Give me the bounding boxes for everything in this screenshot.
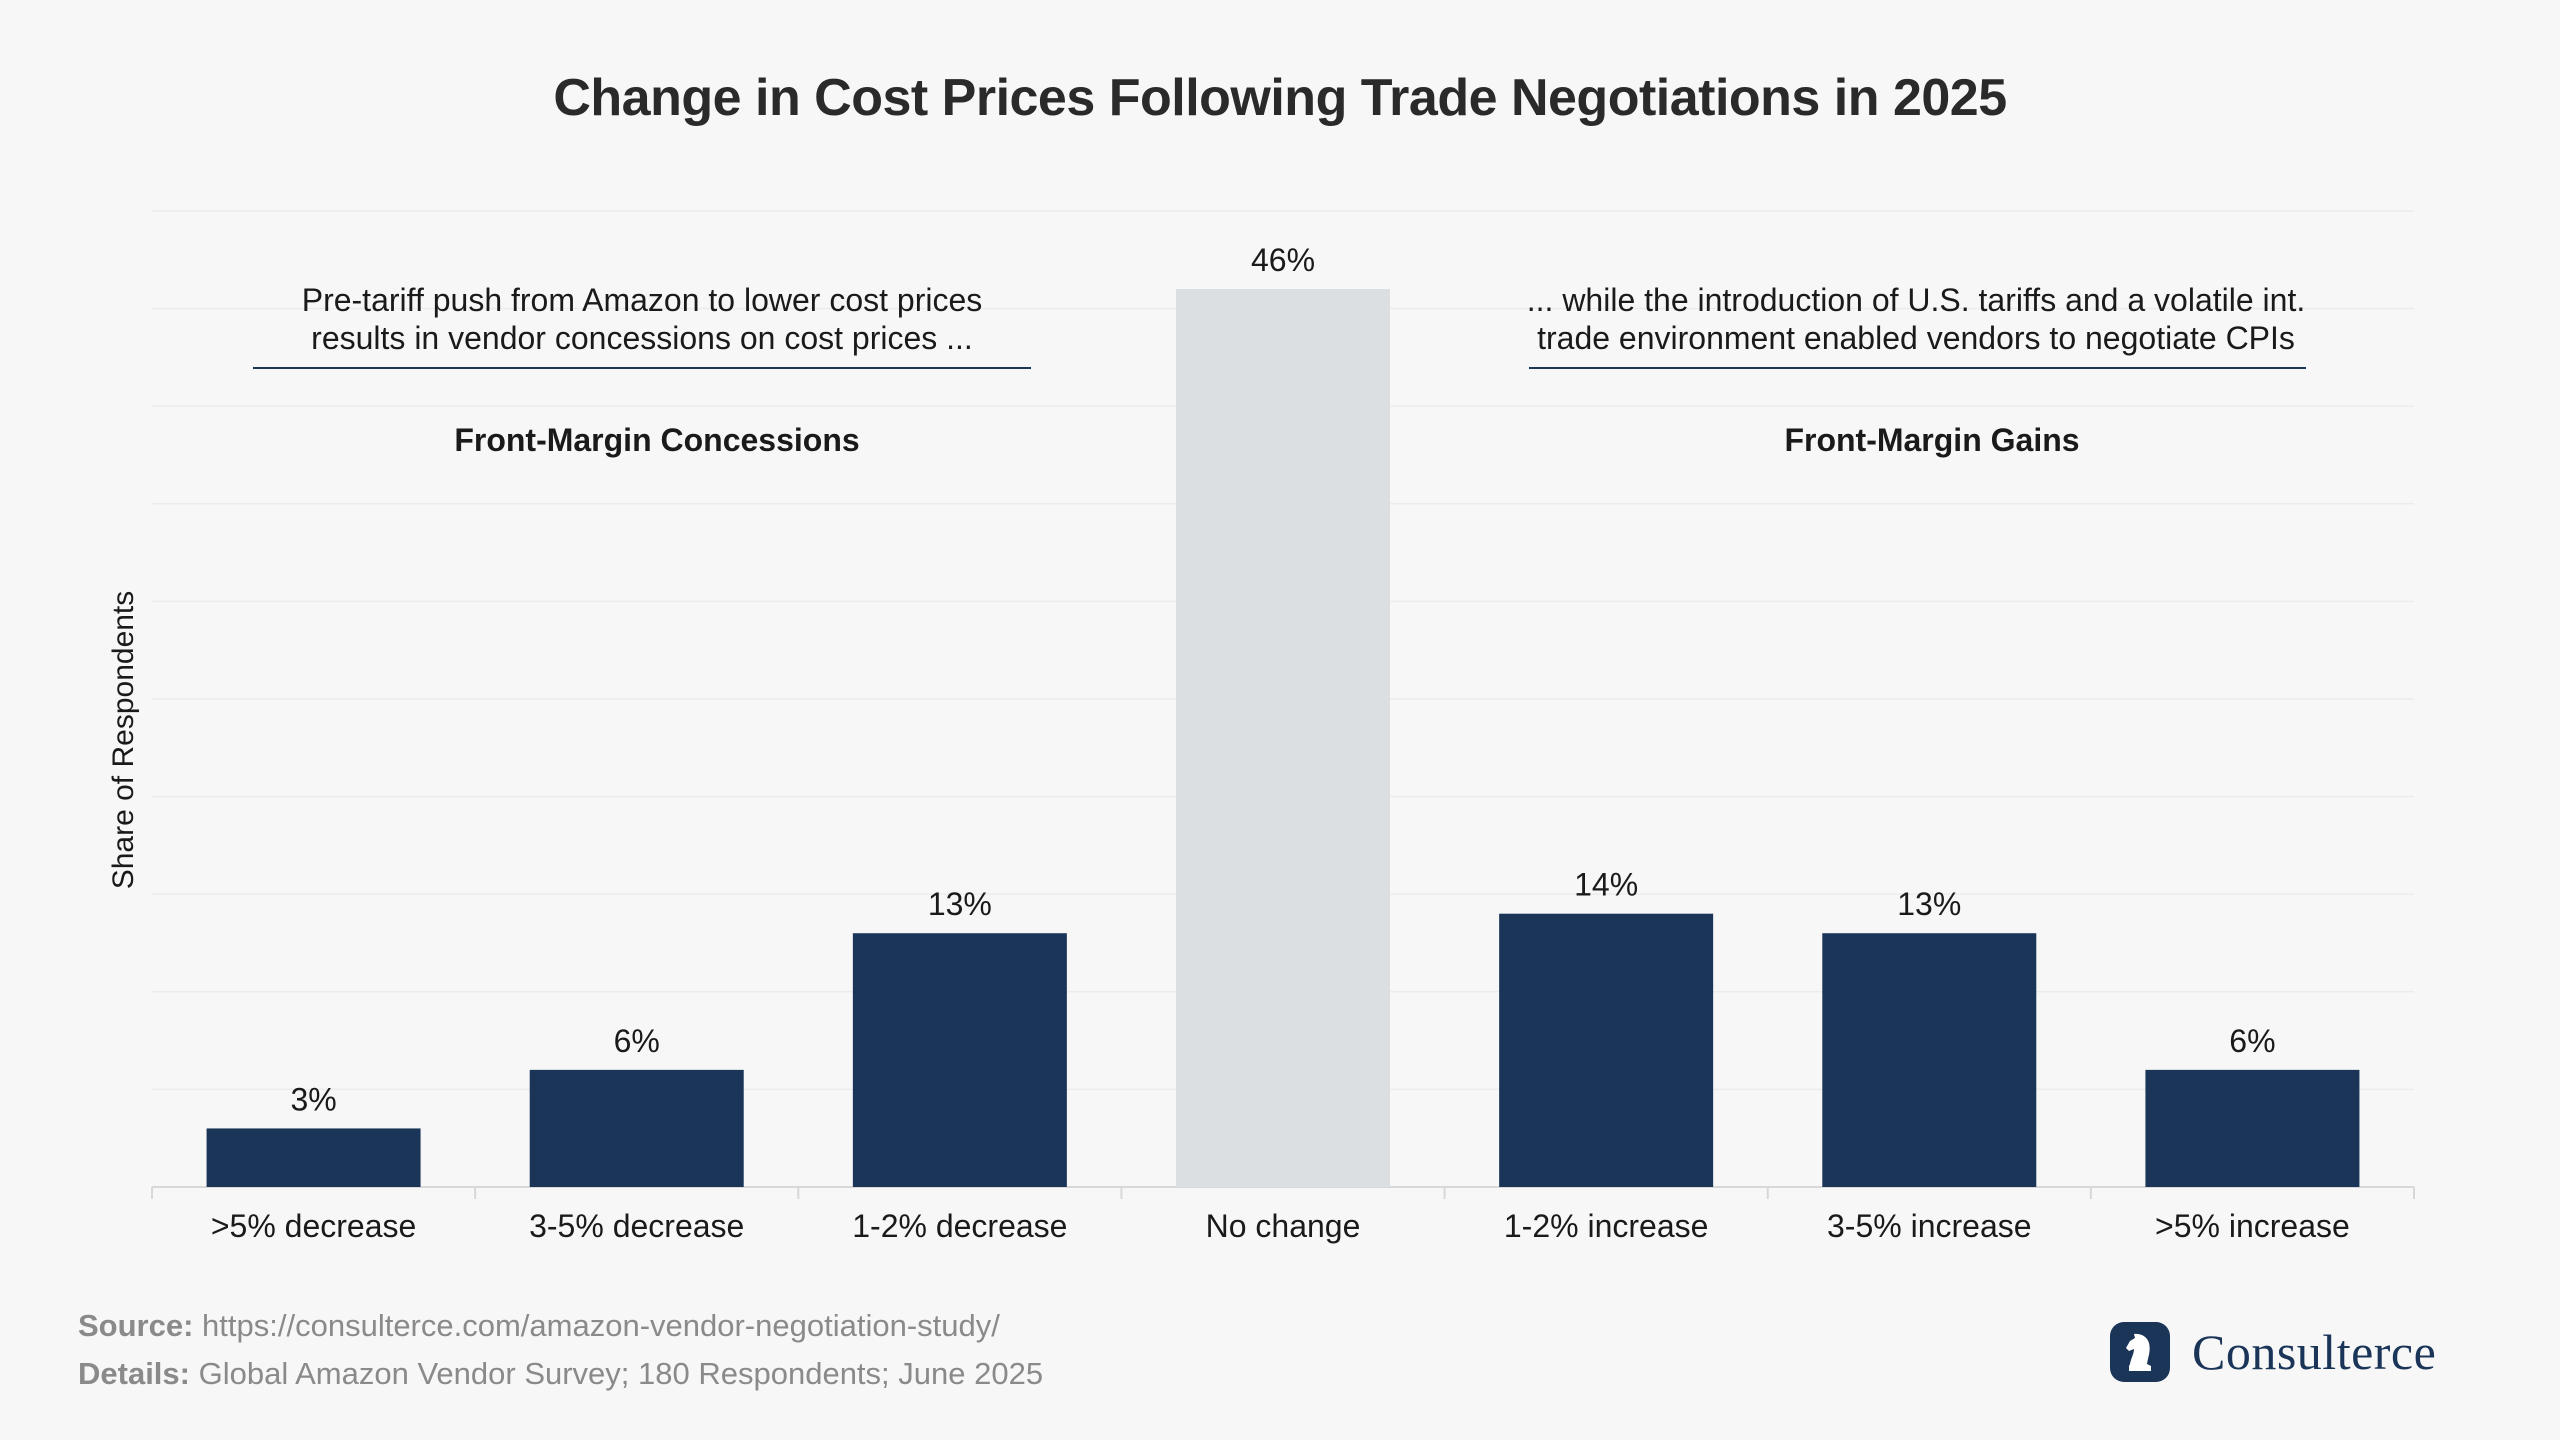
group-label: Front-Margin Gains	[1784, 422, 2079, 458]
bar	[206, 1128, 421, 1187]
bar	[529, 1069, 744, 1187]
group-label: Front-Margin Concessions	[454, 422, 859, 458]
data-label: 13%	[928, 886, 992, 922]
x-tick-label: >5% increase	[2155, 1208, 2350, 1244]
data-label: 6%	[2229, 1023, 2275, 1059]
bar	[1176, 289, 1390, 1187]
details-label: Details:	[78, 1356, 190, 1391]
x-tick-label: 3-5% increase	[1827, 1208, 2032, 1244]
group-annotation-line: trade environment enabled vendors to neg…	[1537, 320, 2295, 356]
details-text: Global Amazon Vendor Survey; 180 Respond…	[198, 1356, 1044, 1391]
x-tick-label: 1-2% increase	[1504, 1208, 1709, 1244]
x-tick-label: 3-5% decrease	[529, 1208, 744, 1244]
bar	[1499, 913, 1714, 1187]
brand-logo: Consulterce	[2110, 1320, 2436, 1384]
group-annotation-line: results in vendor concessions on cost pr…	[311, 320, 973, 356]
y-axis-label: Share of Respondents	[107, 591, 140, 890]
data-label: 13%	[1897, 886, 1961, 922]
source-link[interactable]: https://consulterce.com/amazon-vendor-ne…	[202, 1308, 1000, 1343]
bar	[2145, 1069, 2360, 1187]
chart-title: Change in Cost Prices Following Trade Ne…	[553, 69, 2007, 127]
group-annotation-line: ... while the introduction of U.S. tarif…	[1527, 282, 2305, 318]
brand-name: Consulterce	[2192, 1324, 2437, 1380]
x-tick-label: 1-2% decrease	[852, 1208, 1067, 1244]
x-tick-label: >5% decrease	[211, 1208, 416, 1244]
data-label: 3%	[290, 1081, 336, 1117]
data-label: 6%	[614, 1023, 660, 1059]
source-label: Source:	[78, 1308, 194, 1343]
bar	[1822, 933, 2037, 1187]
group-annotation-line: Pre-tariff push from Amazon to lower cos…	[302, 282, 983, 318]
bar	[852, 933, 1067, 1187]
data-label: 14%	[1574, 867, 1638, 903]
data-label: 46%	[1251, 242, 1315, 278]
x-tick-label: No change	[1206, 1208, 1361, 1244]
source-line: Source: https://consulterce.com/amazon-v…	[78, 1308, 1000, 1344]
details-line: Details: Global Amazon Vendor Survey; 18…	[78, 1356, 1043, 1392]
knight-chess-icon	[2110, 1322, 2170, 1382]
